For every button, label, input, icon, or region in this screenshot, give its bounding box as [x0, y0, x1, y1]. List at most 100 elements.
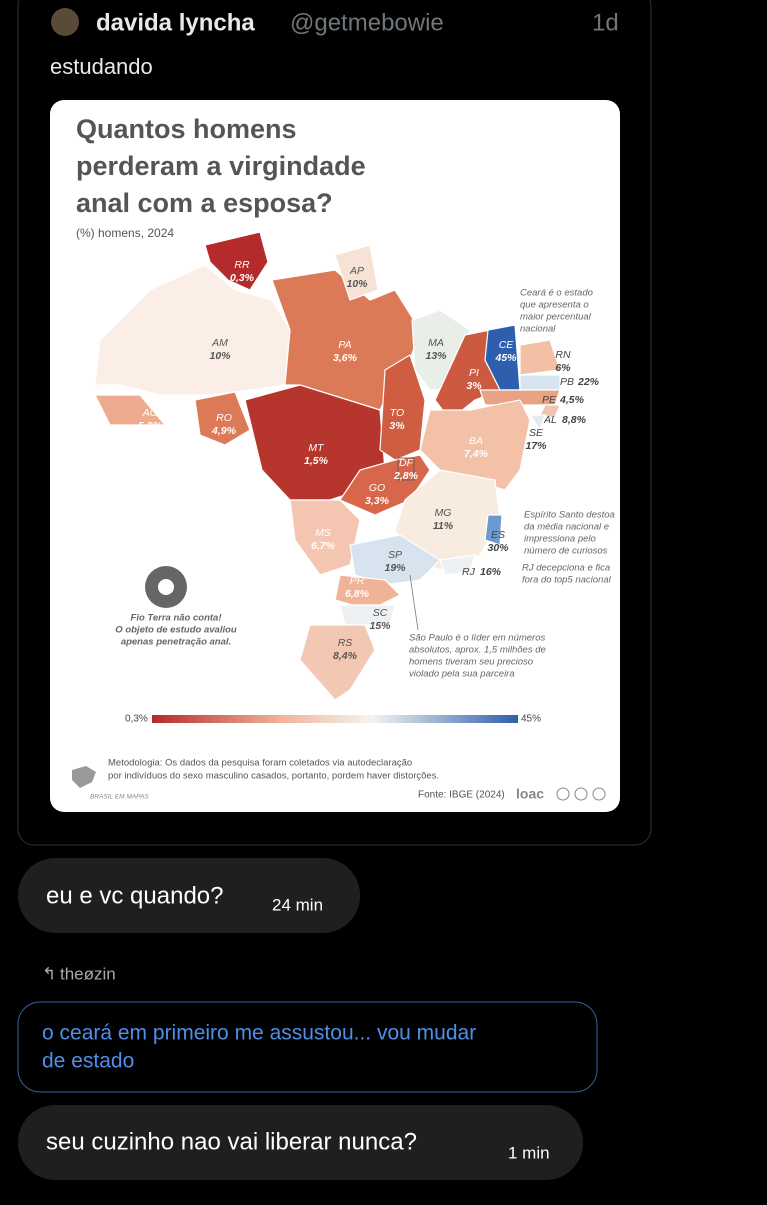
state-code: RJ [462, 566, 476, 578]
state-code: AC [142, 407, 158, 419]
state-value: 13% [425, 350, 447, 362]
state-value: 22% [577, 376, 600, 388]
state-code: BA [469, 435, 483, 447]
state-code: SE [529, 427, 544, 439]
state-value: 45% [494, 352, 517, 364]
logo: loac [516, 786, 544, 802]
state-value: 7,4% [464, 448, 489, 460]
state-value: 1,5% [304, 455, 329, 467]
note-line: homens tiveram seu precioso [409, 657, 533, 668]
message-bubble[interactable] [18, 858, 360, 933]
state-shape [339, 604, 396, 626]
reply-text: de estado [42, 1050, 134, 1073]
state-code: PA [338, 339, 351, 351]
note-line: da média nacional e [524, 522, 609, 533]
state-value: 19% [384, 562, 406, 574]
state-code: SC [373, 607, 388, 619]
note-line: apenas penetração anal. [121, 637, 231, 648]
state-code: RR [234, 259, 250, 271]
note-line: RJ decepciona e fica [522, 563, 610, 574]
note-line: maior percentual [520, 312, 592, 323]
state-shape [94, 394, 167, 426]
avatar[interactable] [51, 8, 79, 36]
tweet-handle[interactable]: @getmebowie [290, 9, 444, 36]
note-line: O objeto de estudo avaliou [115, 625, 237, 636]
state-value: 3,6% [333, 352, 358, 364]
state-shape [519, 339, 561, 376]
state-code: RO [216, 412, 232, 424]
state-shape [349, 534, 441, 586]
note-line: violado pela sua parceira [409, 669, 515, 680]
state-value: 6,8% [345, 588, 370, 600]
title-line: Quantos homens [76, 114, 297, 144]
state-code: MT [308, 442, 325, 454]
note-line: nacional [520, 324, 556, 335]
state-value: 8,8% [562, 414, 587, 426]
state-shape [194, 391, 251, 446]
note-line: Espírito Santo destoa [524, 510, 615, 521]
note-line: São Paulo é o líder em números [409, 633, 545, 644]
reply-bubble[interactable] [17, 1001, 598, 1093]
state-code: DF [399, 457, 414, 469]
message-bubble[interactable] [18, 1105, 583, 1180]
legend-max: 45% [521, 714, 541, 725]
legend-bar [152, 715, 518, 723]
note-line: Ceará é o estado [520, 288, 593, 299]
brand-icon [72, 766, 96, 788]
state-code: AM [211, 337, 228, 349]
state-shape [484, 514, 503, 546]
source: Fonte: IBGE (2024) [418, 790, 505, 801]
state-code: RN [555, 349, 571, 361]
state-shape [439, 554, 476, 576]
tweet-time: 1d [592, 9, 619, 36]
state-code: MA [428, 337, 444, 349]
state-value: 8,4% [333, 650, 358, 662]
cc-icons [556, 787, 606, 801]
state-code: RS [338, 637, 353, 649]
state-code: MG [435, 507, 452, 519]
reply-author: theøzin [60, 964, 116, 983]
title-line: anal com a esposa? [76, 188, 333, 218]
state-value: 3% [466, 380, 482, 392]
fio-terra-icon-hole [158, 579, 174, 595]
message-text: eu e vc quando? [46, 882, 223, 909]
map-title: Quantos homens perderam a virgindade anal … [76, 114, 366, 218]
state-value: 3% [389, 420, 405, 432]
message-text: seu cuzinho nao vai liberar nunca? [46, 1128, 417, 1155]
tweet-text: estudando [50, 54, 153, 79]
state-shape [299, 624, 376, 701]
state-shape [204, 231, 269, 291]
message-time: 1 min [508, 1143, 550, 1162]
note-line: absolutos, aprox. 1,5 milhões de [409, 645, 546, 656]
state-shape [289, 499, 361, 576]
map-subtitle: (%) homens, 2024 [76, 226, 174, 240]
state-value: 5,2% [138, 420, 163, 432]
state-code: GO [369, 482, 385, 494]
state-shape [528, 414, 546, 432]
note-line: Fio Terra não conta! [131, 613, 222, 624]
tweet-name[interactable]: davida lyncha [96, 9, 255, 36]
state-code: PB [560, 376, 574, 388]
state-value: 0,3% [230, 272, 255, 284]
state-code: AL [543, 414, 557, 426]
map-shapes [94, 231, 561, 701]
state-value: 17% [525, 440, 547, 452]
state-value: 4,9% [211, 425, 237, 437]
state-value: 11% [433, 520, 454, 532]
state-code: TO [390, 407, 404, 419]
state-code: SP [388, 549, 402, 561]
note-line: impressiona pelo [524, 534, 596, 545]
state-value: 2,8% [393, 470, 419, 482]
state-value: 3,3% [365, 495, 390, 507]
state-code: PI [469, 367, 479, 379]
message-time: 24 min [272, 895, 323, 914]
state-code: PE [542, 394, 557, 406]
state-shape [334, 244, 379, 301]
legend-min: 0,3% [125, 714, 148, 725]
df-box [397, 457, 415, 481]
state-value: 16% [480, 566, 502, 578]
state-value: 15% [369, 620, 391, 632]
